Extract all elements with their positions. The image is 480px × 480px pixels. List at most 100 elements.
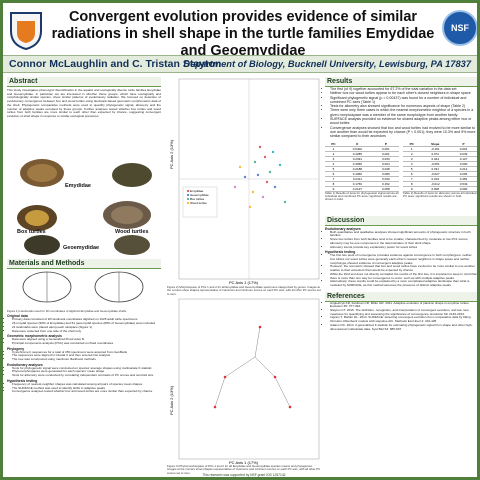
cell: 0.2411 — [341, 176, 373, 182]
bullet: Tests for allometry also showed signific… — [330, 104, 477, 108]
cell: 0.001 — [372, 146, 399, 152]
cell: 0.033 — [372, 156, 399, 162]
figure-caption: Figure 2) Morphospace of PCs 1 and 2 for… — [167, 285, 321, 296]
bullet-list: Cytochrome b sequences for a total of 25… — [7, 350, 161, 362]
cell: 0.6402 — [341, 146, 373, 152]
cell: 0.152 — [372, 181, 399, 187]
bullet-list: Primary data consisted of 2D landmark co… — [7, 318, 161, 333]
cell: 2 — [325, 151, 342, 157]
row: 9 0.008 0.690 — [403, 186, 477, 192]
landmark-figure — [22, 271, 144, 303]
bullet: Convergence analyses tested whether box … — [12, 390, 161, 394]
nsf-logo: NSF — [442, 10, 477, 46]
image-label: Wood turtles — [115, 229, 149, 235]
cell: 5 — [403, 166, 421, 172]
university-logo — [10, 12, 42, 51]
bullet-list: Tests for phylogenetic signal were condu… — [7, 366, 161, 378]
legend: Emydidae Geoemydidae Box turtles Wood turtl… — [187, 189, 217, 205]
cell: 3 — [403, 156, 421, 162]
subheading: Evolutionary analyses — [325, 226, 361, 231]
cell: 9 — [403, 186, 421, 192]
cell: 2 — [403, 151, 421, 157]
bullet: Adams DC. 2014. A generalized K statisti… — [330, 323, 477, 331]
bullet: The first two tests of convergence provi… — [330, 253, 477, 265]
cell: 0.549 — [450, 181, 477, 187]
legend-swatch — [187, 198, 189, 200]
cell: 0.058 — [372, 186, 399, 192]
row: 6 -0.027 0.266 — [403, 171, 477, 177]
bullet: Alternatively, these results could be ex… — [330, 279, 477, 287]
legend-label: Emydidae — [190, 189, 204, 193]
header-row: PC K P — [325, 141, 399, 147]
cell: 0.4285 — [341, 151, 373, 157]
bullet: There were only three cases in which the… — [330, 108, 477, 117]
bullet-list: Frequency of nearest-neighbor shapes was… — [7, 382, 161, 394]
bullet: 26 emydid species (96% of Emydidae) and … — [12, 321, 161, 326]
bullet: SURFACE analysis provided no evidence fo… — [330, 117, 477, 126]
affiliation: Department of Biology, Bucknell Universi… — [183, 59, 471, 69]
cell: 0.031 — [420, 166, 451, 172]
row: 5 0.2188 0.048 — [325, 166, 399, 172]
bullet: Frequency of nearest-neighbor shapes was… — [12, 382, 161, 387]
bullet-list: The first two tests of convergence provi… — [325, 253, 477, 287]
x-axis-label: PC Axis 1 (17%) — [229, 280, 259, 285]
cell: 0.381 — [450, 176, 477, 182]
cell: 0.1960 — [341, 171, 373, 177]
table-block: PC Slope P 1 -0.191 0.001 2 0.072 0.039 3 0.044 0.1… — [403, 141, 477, 202]
subheading: Evolutionary analyses — [7, 362, 43, 367]
methods-subsections: Original dataPrimary data consisted of 2… — [7, 314, 161, 394]
bullet: Neither box nor wood turtles appear to b… — [330, 91, 477, 95]
legend-entry: Geoemydidae — [187, 193, 217, 197]
bullet: While the third test does not directly c… — [330, 272, 477, 280]
cell: -0.051 — [420, 161, 451, 167]
cell: 4 — [325, 161, 342, 167]
bullet: The sequences were aligned in Clustal X … — [12, 354, 161, 358]
row: 1 -0.191 0.001 — [403, 146, 477, 152]
y-axis-label: PC Axis 2 (13%) — [169, 385, 174, 415]
cell: 8 — [325, 181, 342, 187]
cell: 0.048 — [372, 166, 399, 172]
right-column: Results The first (of 9) together accoun… — [325, 77, 477, 331]
cell: -0.191 — [420, 146, 451, 152]
cell: 1 — [403, 146, 421, 152]
cell: 0.039 — [450, 151, 477, 157]
cell: 6 — [403, 171, 421, 177]
bullet: Stayton CT. 2015. The definition, recogn… — [330, 308, 477, 316]
bullet: However, the nonmetric showed that box a… — [330, 264, 477, 272]
cell: 6 — [325, 171, 342, 177]
subheading: Geometric morphometric analysis — [7, 334, 62, 339]
cell: 0.072 — [420, 151, 451, 157]
figure-caption: Figure 3) Phylomorphospace of PCs 1 and … — [167, 464, 321, 475]
bullet: 21 landmarks were placed along each cara… — [12, 325, 161, 330]
turtle-images — [17, 159, 152, 255]
cell: 0.008 — [420, 186, 451, 192]
cell: 0.1766 — [341, 181, 373, 187]
row: 5 0.031 0.212 — [403, 166, 477, 172]
cell: 8 — [403, 181, 421, 187]
table-caption: Table 1) Results of tests for phylogenet… — [325, 190, 399, 202]
bullet-list: Data were aligned using a Generalized Pr… — [7, 338, 161, 345]
row: 7 0.019 0.381 — [403, 176, 477, 182]
cell: 7 — [403, 176, 421, 182]
bullet: Convergence analyses showed that box and… — [330, 126, 477, 139]
row: 8 0.1766 0.152 — [325, 181, 399, 187]
bullet: Tests for phylogenetic signal were condu… — [12, 366, 161, 371]
legend-entry: Box turtles — [187, 197, 217, 201]
bullet: Cytochrome b sequences for a total of 25… — [12, 350, 161, 355]
tables: PC K P 1 0.6402 0.001 2 0.4285 0.001 3 0.2391 0.033… — [325, 141, 477, 202]
cell: 5 — [325, 166, 342, 172]
cell: 0.030 — [372, 176, 399, 182]
legend-swatch — [187, 202, 189, 204]
bullet: Allometry trends provide key explanatory… — [330, 245, 477, 250]
bullet-list: Both quantitative and qualitative analys… — [325, 230, 477, 250]
bullet: The SURFACE method was used to identify … — [12, 386, 161, 391]
bullet: Principal components analysis (PCA) was … — [12, 341, 161, 346]
cell: 0.060 — [450, 161, 477, 167]
section-heading: Results — [325, 77, 477, 87]
nsf-text: NSF — [451, 23, 470, 33]
section-heading: References — [325, 291, 477, 302]
cell: 0.001 — [450, 146, 477, 152]
bullet: Tests for allometry were conducted by co… — [12, 373, 161, 378]
section-heading: Materials and Methods — [7, 259, 161, 269]
